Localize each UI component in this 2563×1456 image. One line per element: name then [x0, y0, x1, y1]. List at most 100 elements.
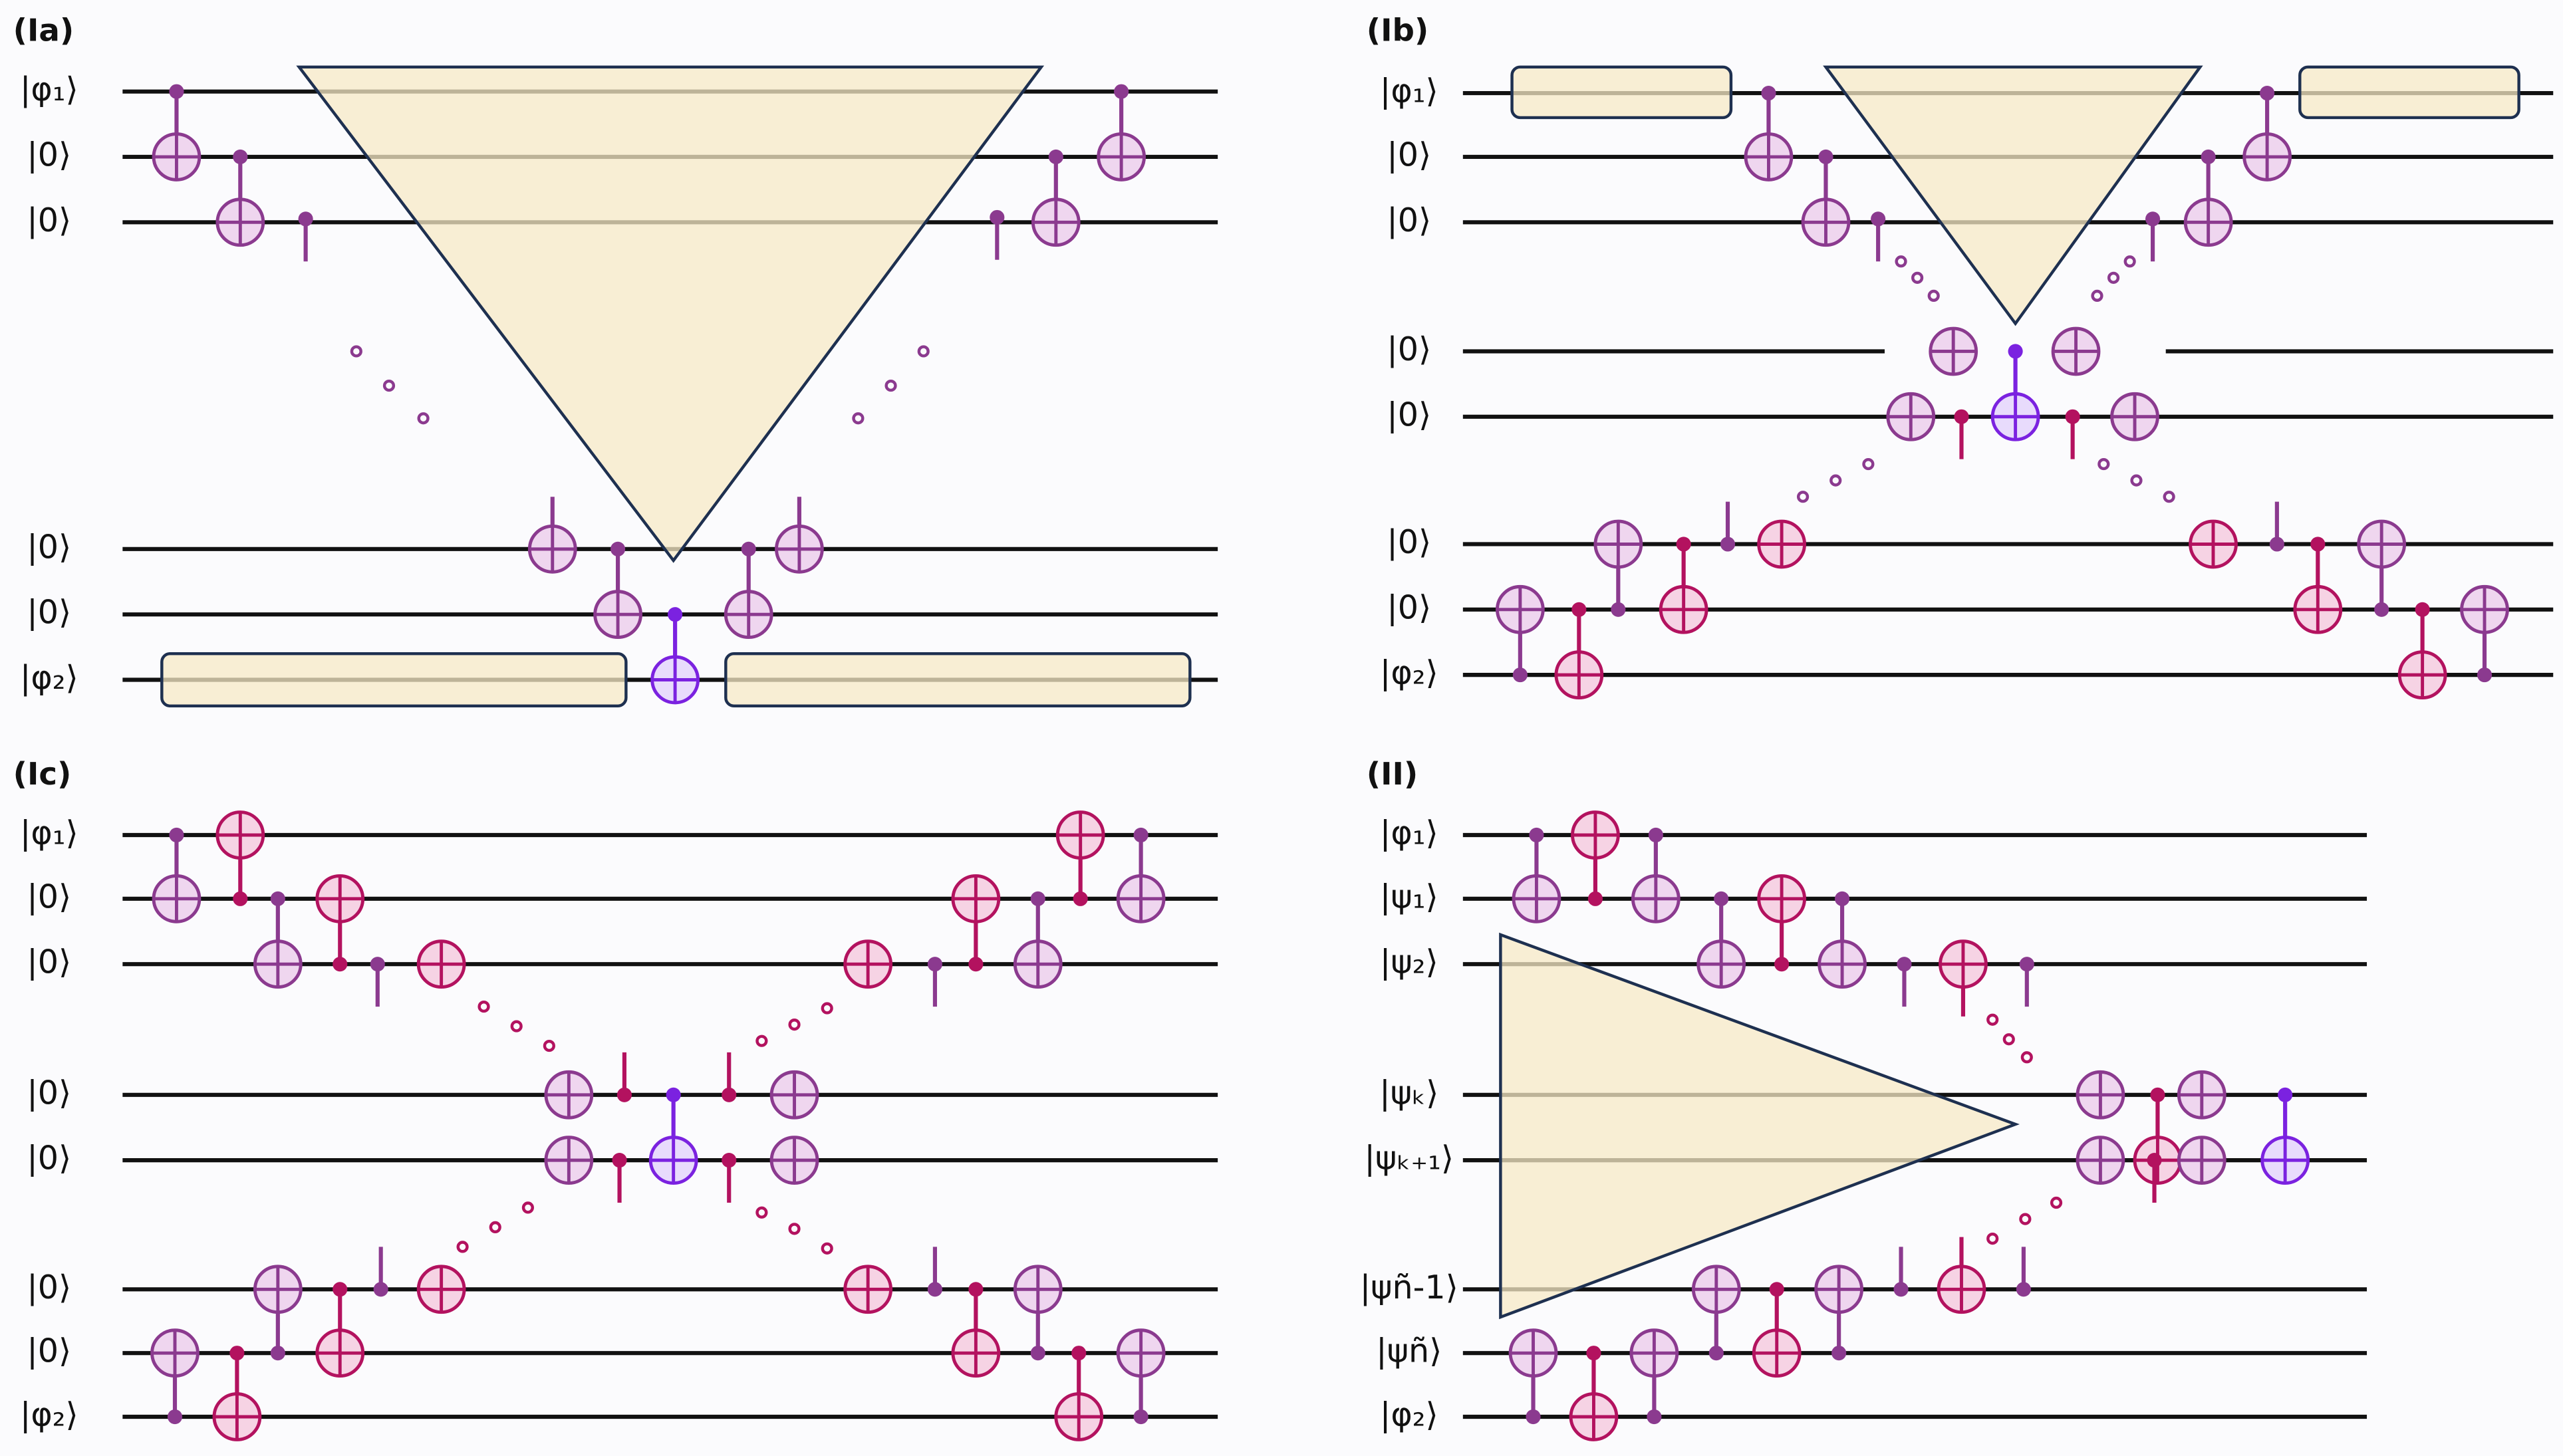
control-dot — [927, 1282, 942, 1297]
ellipsis-dot — [382, 379, 396, 392]
control-dot — [333, 957, 348, 972]
control-dot — [610, 541, 626, 556]
control-dot — [1954, 409, 1969, 424]
control-dot — [1714, 891, 1729, 906]
ellipsis-dot — [2163, 491, 2175, 503]
control-dot — [612, 1153, 627, 1168]
ellipsis-dot — [510, 1020, 523, 1032]
control-dot — [1114, 84, 1129, 99]
qubit-label: |ψ₂⟩ — [1380, 943, 1438, 981]
ellipsis-dot — [1862, 457, 1875, 471]
control-dot — [1774, 957, 1790, 972]
control-dot — [1133, 827, 1148, 843]
qubit-label: |φ₂⟩ — [20, 658, 78, 697]
ellipsis-dot — [1829, 474, 1842, 487]
ellipsis-dot — [1796, 491, 1810, 503]
control-dot — [1133, 1409, 1148, 1425]
subcircuit-triangle — [1823, 65, 2203, 326]
control-dot — [1048, 149, 1063, 165]
control-dot — [968, 1282, 984, 1297]
control-dot — [1720, 537, 1736, 552]
qubit-label: |φ₂⟩ — [1380, 1395, 1438, 1434]
control-dot — [2374, 602, 2389, 617]
control-dot — [968, 957, 984, 972]
ellipsis-dot — [852, 412, 865, 425]
qubit-label: |0⟩ — [27, 1139, 71, 1177]
qubit-label: |0⟩ — [27, 593, 71, 632]
qubit-label: |φ₂⟩ — [1380, 654, 1438, 692]
control-dot — [2201, 149, 2216, 165]
ellipsis-dot — [1986, 1233, 1999, 1245]
qubit-label: |0⟩ — [1387, 135, 1431, 174]
ellipsis-dot — [788, 1019, 801, 1031]
control-dot — [1708, 1346, 1724, 1361]
qubit-label: |0⟩ — [27, 201, 71, 239]
control-dot — [233, 891, 248, 906]
ellipsis-dot — [2020, 1051, 2033, 1064]
subcircuit-box — [2298, 65, 2520, 120]
ellipsis-dot — [489, 1221, 501, 1233]
qubit-label: |ψñ-1⟩ — [1360, 1268, 1458, 1306]
control-dot — [1831, 1346, 1847, 1361]
ellipsis-dot — [2107, 271, 2120, 284]
control-dot — [233, 149, 248, 165]
qubit-label: |φ₁⟩ — [20, 813, 78, 852]
qubit-label: |ψₖ⟩ — [1379, 1073, 1438, 1112]
control-dot — [167, 1409, 183, 1425]
control-dot — [1835, 891, 1850, 906]
control-dot — [668, 607, 683, 622]
control-dot — [666, 1087, 681, 1102]
control-dot — [2147, 1153, 2162, 1168]
control-dot — [1512, 667, 1528, 683]
control-dot — [1571, 602, 1587, 617]
qubit-label: |φ₁⟩ — [1380, 72, 1438, 110]
ellipsis-dot — [2050, 1196, 2063, 1209]
control-dot — [2415, 602, 2430, 617]
ellipsis-dot — [884, 379, 897, 392]
qubit-label: |0⟩ — [27, 135, 71, 174]
qubit-label: |ψₖ₊₁⟩ — [1364, 1139, 1454, 1177]
qubit-label: |0⟩ — [1387, 201, 1431, 239]
qubit-label: |0⟩ — [1387, 395, 1431, 433]
control-dot — [1030, 1346, 1045, 1361]
control-dot — [1586, 1346, 1601, 1361]
control-dot — [2016, 1282, 2031, 1297]
control-dot — [373, 1282, 388, 1297]
control-dot — [2065, 409, 2080, 424]
control-dot — [2008, 344, 2023, 359]
control-dot — [2269, 537, 2284, 552]
subcircuit-box — [160, 652, 628, 708]
panel-label: (Ia) — [13, 13, 74, 49]
qubit-label: |φ₁⟩ — [20, 70, 78, 108]
control-dot — [333, 1282, 348, 1297]
control-dot — [169, 84, 184, 99]
qubit-label: |0⟩ — [1387, 330, 1431, 368]
subcircuit-triangle — [1499, 932, 2020, 1320]
control-dot — [229, 1346, 245, 1361]
control-dot — [298, 211, 313, 227]
ellipsis-dot — [788, 1223, 801, 1235]
control-dot — [1611, 602, 1626, 617]
control-dot — [741, 541, 756, 556]
qubit-label: |0⟩ — [27, 877, 71, 915]
subcircuit-box — [1510, 65, 1733, 120]
ellipsis-dot — [1911, 271, 1924, 284]
control-dot — [1529, 827, 1544, 843]
control-dot — [1587, 891, 1603, 906]
control-dot — [1871, 211, 1886, 227]
ellipsis-dot — [755, 1034, 768, 1047]
ellipsis-dot — [2130, 474, 2143, 487]
ellipsis-dot — [821, 1242, 833, 1255]
control-dot — [2310, 537, 2326, 552]
control-dot — [370, 957, 385, 972]
control-dot — [1761, 86, 1776, 101]
panel-label: (Ic) — [13, 757, 72, 792]
qubit-label: |0⟩ — [1387, 588, 1431, 626]
ellipsis-dot — [755, 1206, 768, 1219]
control-dot — [1676, 537, 1691, 552]
ellipsis-dot — [456, 1241, 469, 1253]
control-dot — [1897, 957, 1912, 972]
ellipsis-dot — [543, 1039, 555, 1052]
control-dot — [1030, 891, 1045, 906]
